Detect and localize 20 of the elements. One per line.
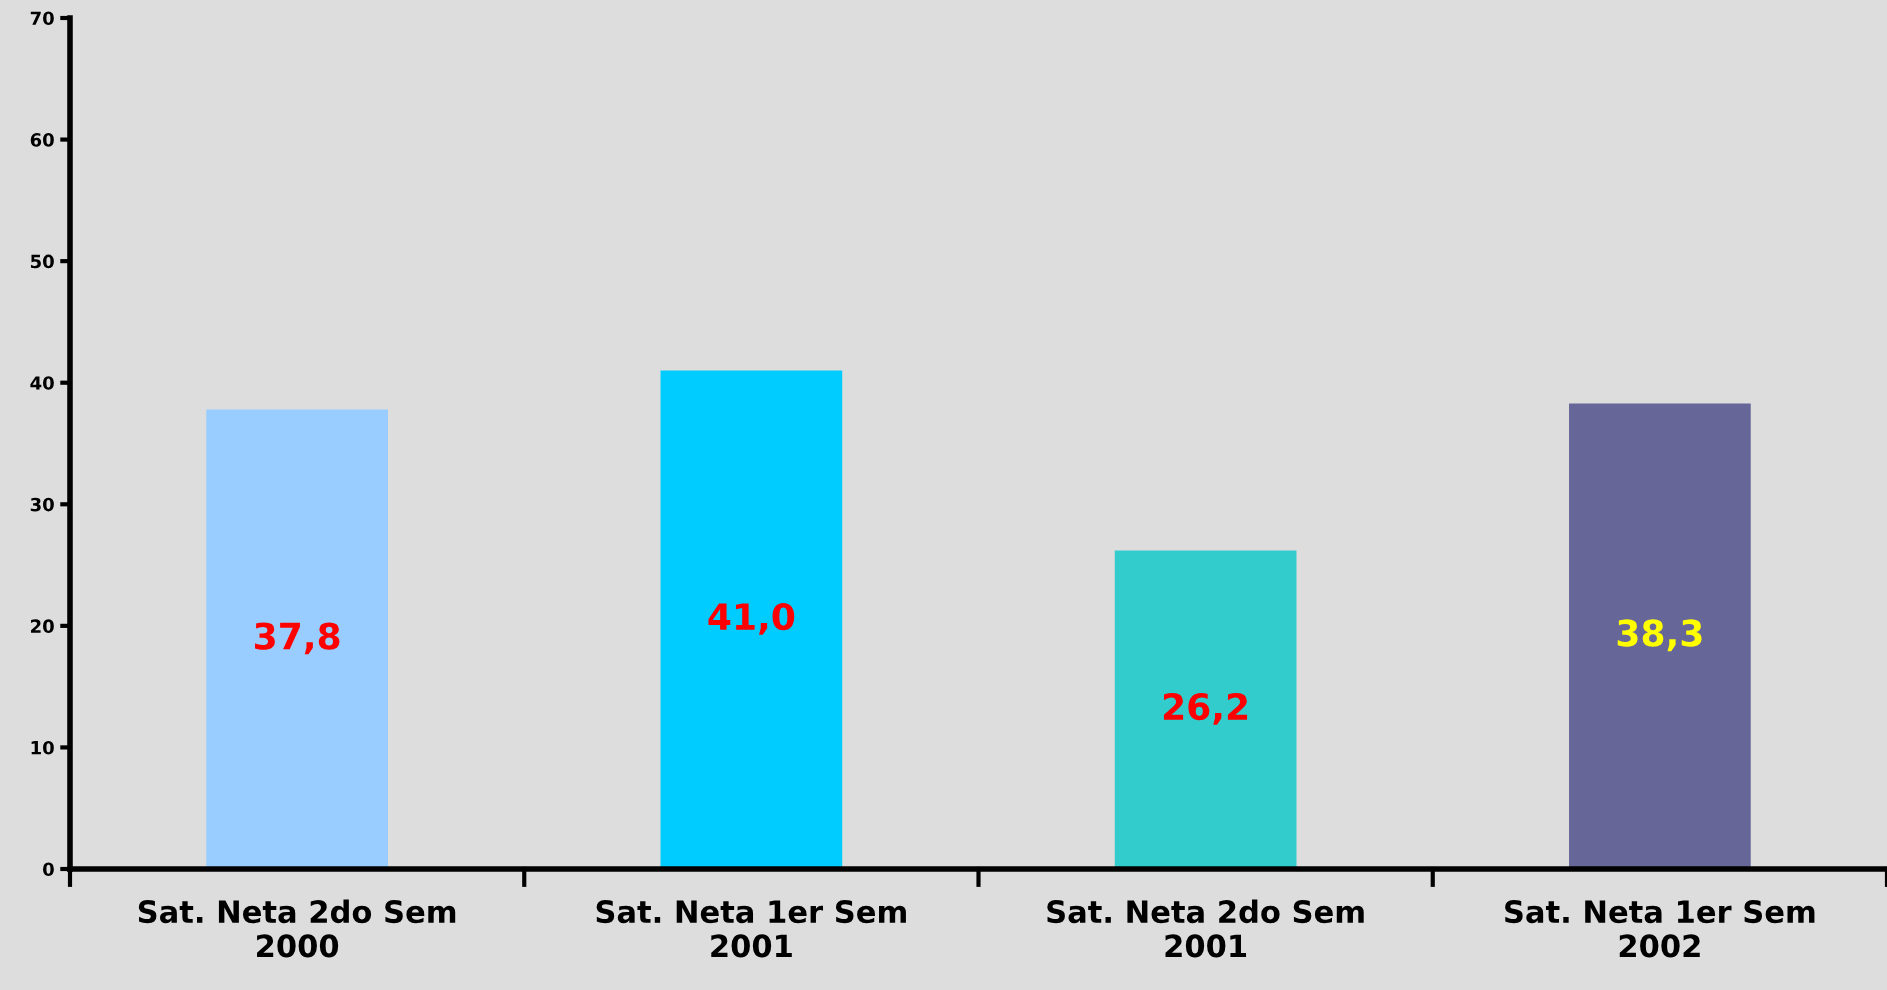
x-tick-label: Sat. Neta 2do Sem 2001 [1047, 899, 1364, 958]
bar [1569, 403, 1751, 869]
x-tick-label: Sat. Neta 2do Sem 2000 [138, 899, 456, 958]
bar [1114, 550, 1297, 869]
y-tick-label: 20 [31, 619, 54, 633]
x-tick-label: Sat. Neta 1er Sem 2002 [1505, 900, 1815, 958]
y-tick-label: 0 [43, 862, 54, 877]
y-tick-label: 30 [30, 497, 54, 512]
data-label: 37,8 [254, 622, 340, 655]
y-tick-label: 70 [30, 11, 54, 26]
y-tick-label: 60 [30, 133, 54, 147]
y-tick-label: 10 [31, 740, 54, 755]
y-tick-label: 40 [30, 376, 54, 390]
x-tick-label: Sat. Neta 1er Sem 2001 [596, 900, 906, 958]
data-label: 26,2 [1163, 692, 1248, 725]
data-label: 38,3 [1617, 619, 1702, 652]
bar [206, 409, 388, 869]
y-tick-label: 50 [30, 254, 54, 269]
data-label: 41,0 [708, 602, 795, 635]
bar [660, 370, 843, 869]
